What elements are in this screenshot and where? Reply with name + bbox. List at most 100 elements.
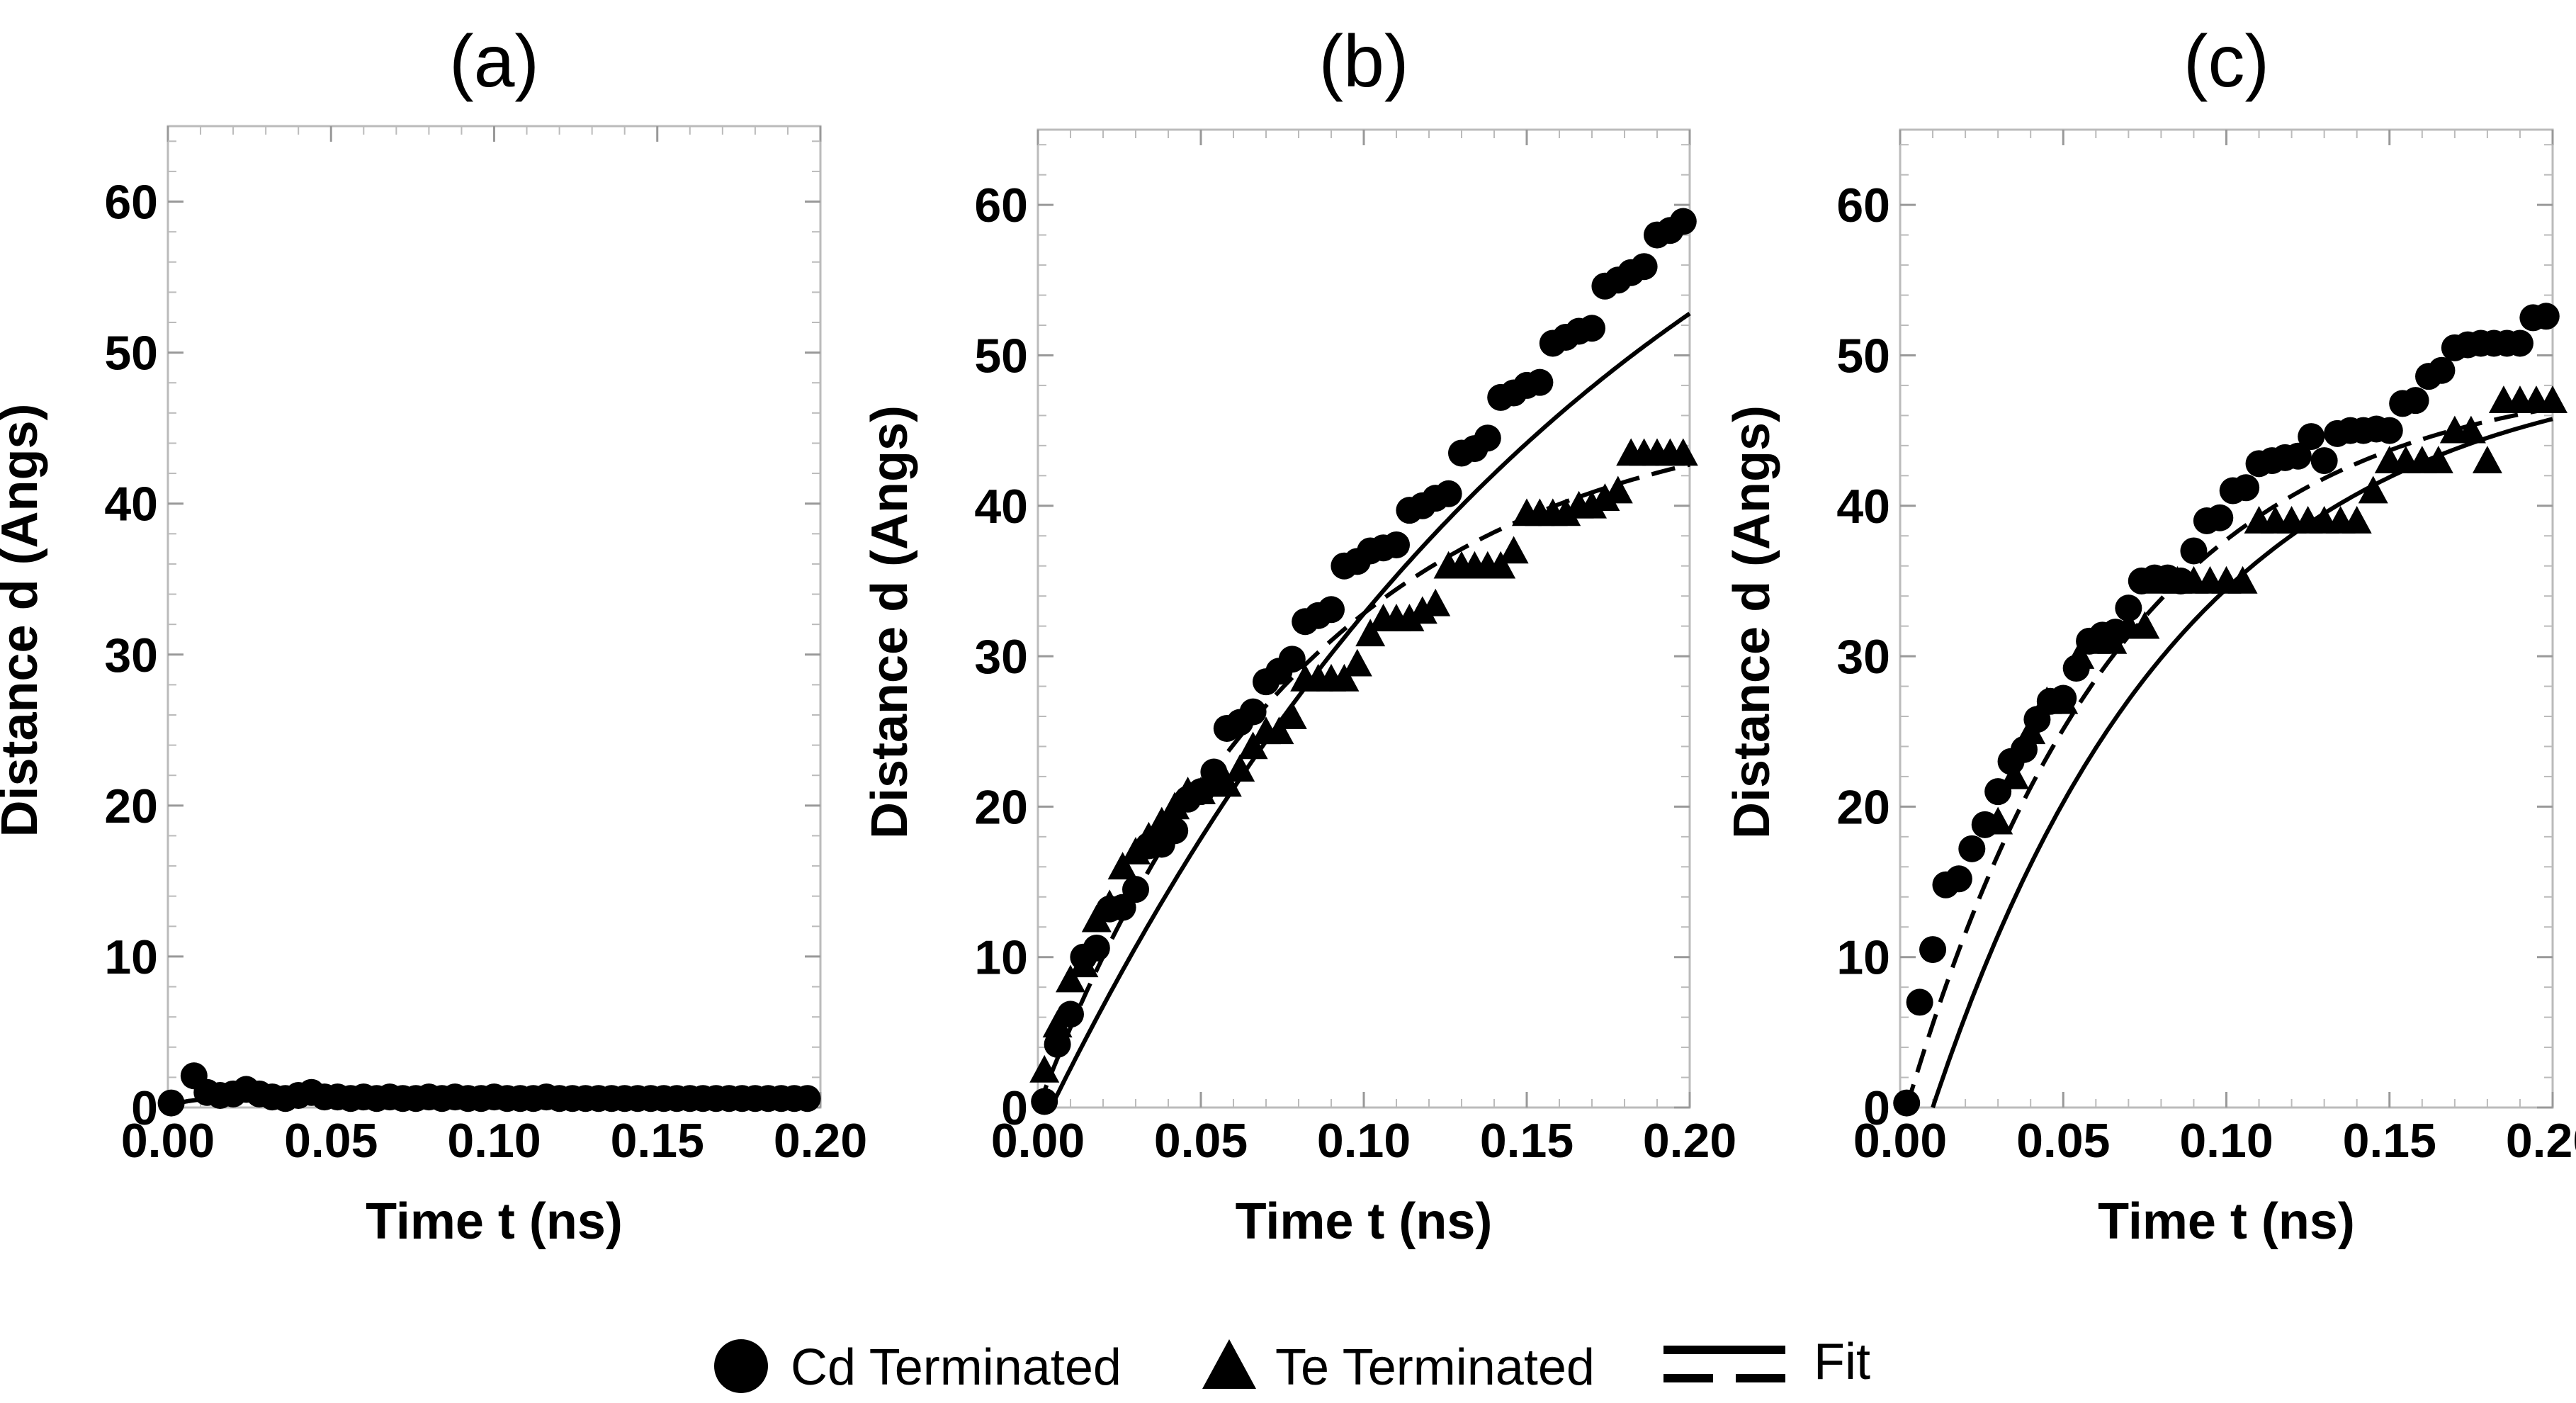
x-tick-label: 0.15 [1480, 1114, 1574, 1168]
y-axis-label: Distance d (Angs) [0, 403, 48, 837]
cd-data-point [157, 1089, 185, 1117]
y-tick-label: 50 [104, 327, 158, 381]
cd-data-point [1919, 936, 1947, 964]
y-tick-label: 20 [974, 780, 1028, 834]
cd-data-point [1958, 835, 1986, 862]
plot-frame-b [1036, 128, 1691, 1109]
y-tick-label: 30 [1836, 630, 1890, 684]
cd-data-point [2428, 356, 2456, 384]
x-tick-label: 0.05 [1154, 1114, 1248, 1168]
cd-data-point [2232, 474, 2260, 502]
te-data-point [2423, 446, 2453, 473]
plot-frame-a [166, 125, 822, 1109]
x-tick-label: 0.05 [2016, 1114, 2110, 1168]
panel-b: 0.00 0.05 0.10 0.15 0.20 0 10 20 30 40 50 60 (b) Time… [862, 21, 1736, 1250]
te-data-point [1238, 731, 1268, 760]
y-tick-label: 60 [1836, 179, 1890, 232]
data-layer-a [157, 1062, 821, 1117]
cd-data-point [1526, 368, 1554, 396]
te-data-point [2472, 446, 2502, 473]
cd-data-point [1669, 208, 1697, 235]
y-tick-label: 10 [974, 931, 1028, 985]
y-tick-label: 20 [104, 779, 158, 833]
te-data-point [1081, 904, 1112, 932]
cd-data-point [2284, 442, 2312, 470]
te-data-point [1577, 490, 1607, 519]
te-data-point [2130, 611, 2160, 639]
x-tick-label: 0.15 [2343, 1114, 2436, 1168]
y-axis-label: Distance d (Angs) [1724, 405, 1780, 839]
te-data-point [2538, 385, 2567, 414]
te-data-point [1342, 648, 1372, 677]
te-data-point [2341, 506, 2372, 534]
cd-data-point [1200, 758, 1228, 786]
x-tick-label: 0.10 [2179, 1114, 2273, 1168]
te-data-point [1407, 596, 1437, 624]
te-data-point [1107, 852, 1138, 880]
y-tick-label: 40 [1836, 480, 1890, 534]
panel-title-c: (c) [2184, 21, 2269, 103]
x-tick-label: 0.20 [1643, 1114, 1736, 1168]
y-tick-label: 40 [104, 478, 158, 531]
y-tick-label: 60 [104, 176, 158, 230]
te-data-point [1394, 604, 1425, 631]
x-tick-label: 0.05 [284, 1114, 378, 1168]
x-axis-label: Time t (ns) [366, 1193, 623, 1250]
cd-data-point [2376, 417, 2403, 444]
x-tick-label: 0.15 [611, 1114, 704, 1168]
x-axis-label: Time t (ns) [2098, 1193, 2355, 1250]
cd-data-point [2115, 595, 2142, 622]
y-tick-label: 30 [104, 629, 158, 682]
cd-data-point [2402, 387, 2429, 415]
cd-data-point [1984, 778, 2012, 806]
te-data-point [2456, 415, 2486, 444]
te-data-point [1329, 663, 1360, 692]
cd-data-point [2101, 619, 2129, 646]
legend-circle-marker [714, 1339, 768, 1393]
y-tick-label: 40 [974, 480, 1028, 534]
te-data-point [1420, 588, 1451, 616]
x-tick-label: 0.20 [2506, 1114, 2576, 1168]
x-tick-label: 0.10 [1317, 1114, 1411, 1168]
fit-curve-solid [1049, 312, 1691, 1109]
x-tick-label: 0.00 [991, 1114, 1085, 1168]
panel-c: 0.00 0.05 0.10 0.15 0.20 0 10 20 30 40 50 60 (c) Time… [1724, 21, 2576, 1250]
x-axis-label: Time t (ns) [1236, 1193, 1493, 1250]
cd-data-point [2206, 504, 2234, 531]
fit-curve-solid [1931, 417, 2553, 1108]
cd-data-point [1435, 480, 1462, 507]
cd-data-point [2010, 736, 2038, 763]
data-layer-b [1029, 208, 1698, 1115]
y-tick-label: 0 [1863, 1081, 1890, 1135]
cd-data-point [1318, 596, 1345, 624]
cd-data-point [1057, 1001, 1084, 1028]
te-data-point [1668, 438, 1698, 466]
x-tick-label: 0.00 [121, 1114, 215, 1168]
te-data-point [1056, 964, 1085, 993]
te-data-point [1211, 769, 1242, 797]
cd-data-point [1239, 698, 1267, 726]
cd-data-point [1474, 424, 1501, 452]
cd-data-point [1278, 646, 1306, 673]
cd-data-point [793, 1085, 821, 1112]
cd-data-point [1578, 315, 1605, 342]
cd-data-point [1161, 817, 1189, 845]
y-tick-label: 10 [1836, 931, 1890, 985]
panel-title-a: (a) [449, 21, 539, 103]
cd-data-point [2298, 423, 2325, 451]
te-data-point [1264, 716, 1294, 745]
y-tick-label: 10 [104, 930, 158, 984]
fit-curve-dashed [1904, 406, 2553, 1108]
te-data-point [1486, 551, 1516, 579]
te-data-point [1355, 619, 1386, 647]
y-tick-label: 60 [974, 179, 1028, 232]
te-data-point [1551, 498, 1581, 526]
x-tick-label: 0.00 [1853, 1114, 1947, 1168]
te-data-point [1225, 754, 1255, 782]
y-tick-label: 50 [974, 329, 1028, 383]
y-tick-label: 30 [974, 630, 1028, 684]
cd-data-point [1122, 876, 1149, 903]
y-axis-label: Distance d (Angs) [862, 405, 918, 839]
x-tick-label: 0.20 [774, 1114, 867, 1168]
